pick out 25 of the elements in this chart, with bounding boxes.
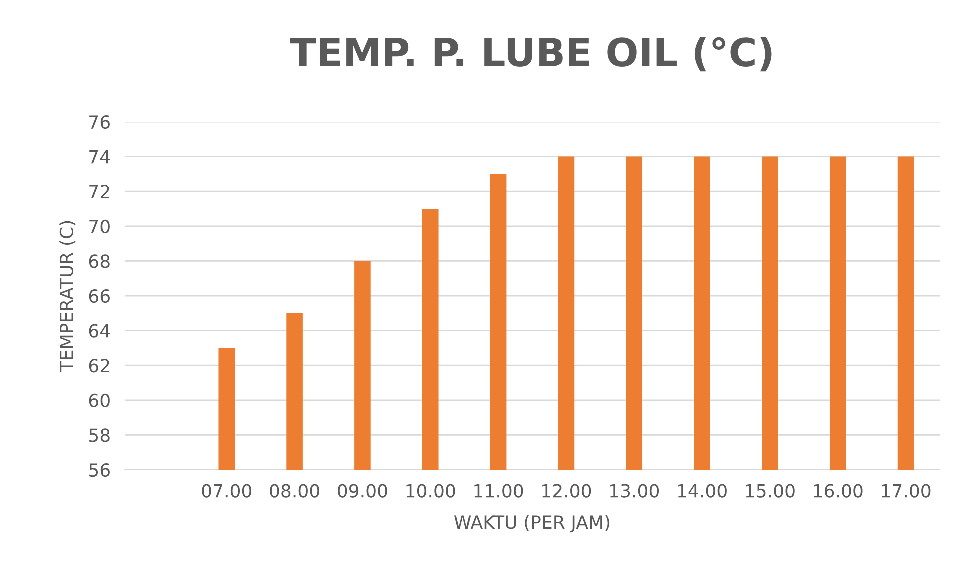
y-axis-title: TEMPERATUR (C) [60, 221, 76, 372]
y-tick-label: 60 [89, 394, 110, 408]
y-tick-label: 58 [90, 428, 110, 442]
y-tick-label: 76 [90, 115, 110, 130]
x-tick-label: 10.00 [406, 484, 456, 498]
x-tick-label: 07.00 [202, 484, 252, 498]
x-tick-label: 12.00 [542, 484, 592, 498]
x-tick-label: 13.00 [610, 484, 660, 498]
y-tick-label: 64 [89, 324, 110, 338]
x-tick-label: 08.00 [270, 484, 320, 498]
y-tick-label: 66 [89, 289, 110, 304]
y-tick-label: 70 [90, 220, 110, 234]
y-tick-label: 74 [90, 150, 110, 164]
x-tick-label: 14.00 [678, 484, 727, 498]
x-tick-label: 11.00 [474, 484, 524, 498]
y-tick-label: 56 [90, 463, 110, 478]
y-tick-label: 72 [90, 185, 110, 198]
x-tick-label: 16.00 [814, 484, 863, 498]
x-axis-title: WAKTU (PER JAM) [454, 515, 610, 533]
chart-title: TEMP. P. LUBE OIL (°C) [290, 36, 772, 72]
x-tick-label: 15.00 [746, 484, 795, 498]
x-tick-label: 17.00 [882, 484, 931, 498]
y-tick-label: 68 [89, 254, 110, 268]
y-tick-label: 62 [89, 359, 110, 373]
x-tick-label: 09.00 [338, 484, 388, 498]
